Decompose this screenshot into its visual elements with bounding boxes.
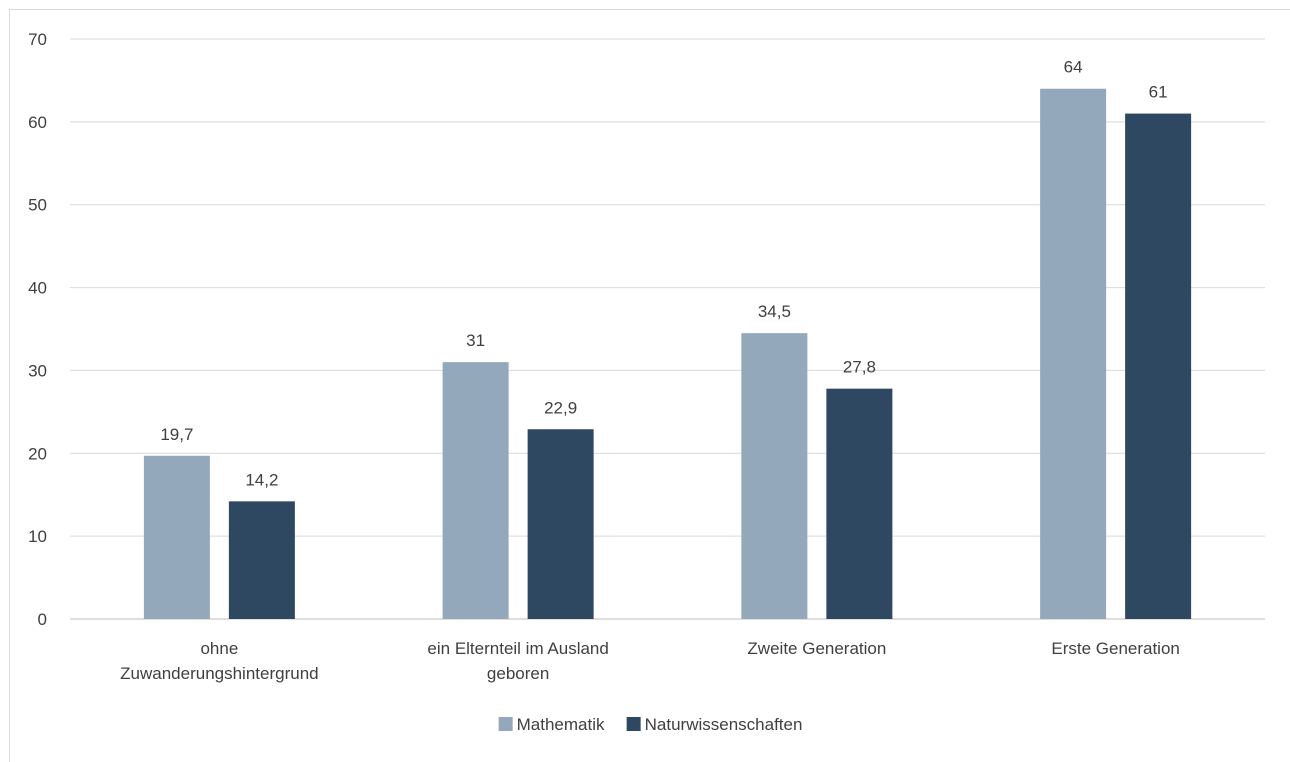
chart-frame (9, 9, 1290, 762)
data-label: 64 (1064, 58, 1083, 77)
legend-swatch (626, 717, 641, 731)
y-tick-label: 70 (28, 30, 47, 49)
legend-swatch (498, 717, 513, 731)
data-label: 22,9 (544, 398, 577, 417)
y-axis-ticks: 0 10 20 30 40 50 60 70 (28, 30, 47, 629)
data-label: 34,5 (758, 302, 791, 321)
legend-label: Mathematik (517, 715, 605, 734)
x-tick-label: Zweite Generation (747, 639, 886, 658)
legend-label: Naturwissenschaften (645, 715, 803, 734)
x-tick-label: geboren (487, 664, 549, 683)
y-tick-label: 40 (28, 279, 47, 298)
x-tick-label: ein Elternteil im Ausland (427, 639, 608, 658)
y-tick-label: 20 (28, 444, 47, 463)
x-tick-label: ohne (200, 639, 238, 658)
data-label: 27,8 (843, 358, 876, 377)
data-label: 61 (1149, 83, 1168, 102)
y-tick-label: 60 (28, 113, 47, 132)
y-tick-label: 50 (28, 196, 47, 215)
x-axis-ticks: ohne Zuwanderungshintergrund ein Elterntei… (120, 639, 1180, 683)
bar-mathematik (143, 455, 210, 619)
bar-naturwissenschaften (826, 388, 893, 619)
legend: Mathematik Naturwissenschaften (498, 715, 803, 734)
bar-mathematik (741, 333, 808, 619)
y-tick-label: 30 (28, 361, 47, 380)
bar-naturwissenschaften (1125, 113, 1192, 620)
data-label: 19,7 (160, 425, 193, 444)
bar-naturwissenschaften (527, 429, 594, 619)
bar-mathematik (442, 362, 509, 619)
bars: 19,7 14,2 31 22,9 34,5 27,8 64 61 (143, 58, 1192, 620)
x-tick-label: Erste Generation (1051, 639, 1180, 658)
bar-naturwissenschaften (228, 501, 295, 619)
data-label: 31 (466, 331, 485, 350)
data-label: 14,2 (245, 470, 278, 489)
bar-mathematik (1040, 88, 1107, 619)
x-tick-label: Zuwanderungshintergrund (120, 664, 318, 683)
y-tick-label: 0 (38, 610, 47, 629)
y-tick-label: 10 (28, 527, 47, 546)
